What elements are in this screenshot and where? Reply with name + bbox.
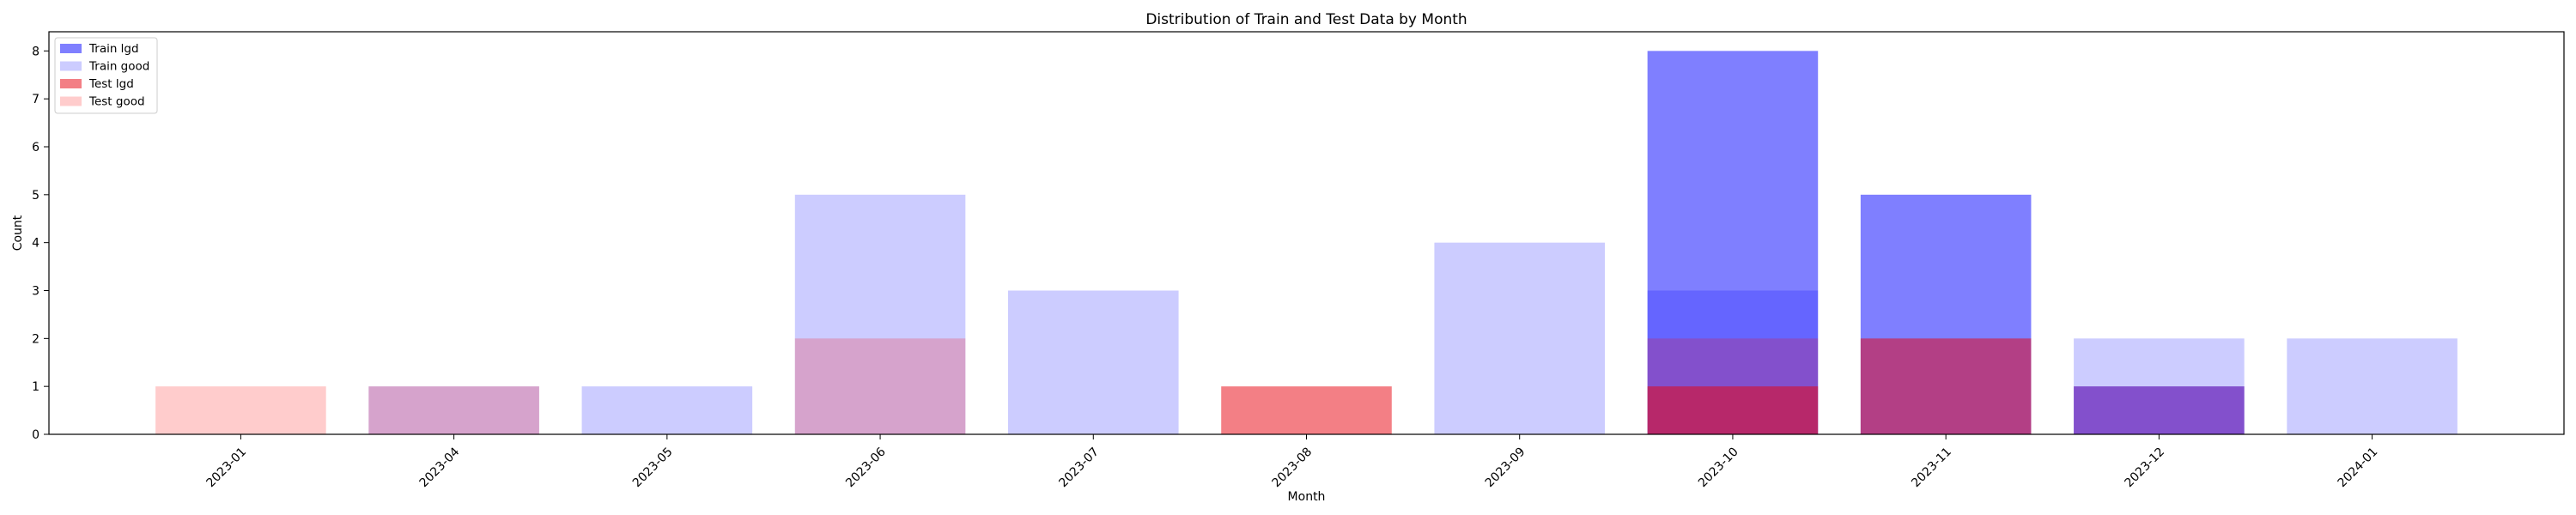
x-tick-label: 2023-07 <box>1056 445 1102 490</box>
y-tick-label: 3 <box>32 285 39 299</box>
bar-train-lgd-2023-10 <box>1647 51 1819 434</box>
x-tick-label: 2023-04 <box>417 445 463 490</box>
legend-label-test-good: Test good <box>88 95 145 109</box>
y-tick-label: 7 <box>32 93 39 106</box>
bar-train-good-2023-04 <box>368 386 539 434</box>
series-train-good <box>368 194 2458 434</box>
bar-test-good-2023-06 <box>794 338 966 434</box>
y-tick-label: 1 <box>32 380 39 394</box>
chart-title: Distribution of Train and Test Data by M… <box>1145 11 1467 28</box>
legend-swatch-train-lgd <box>60 44 82 53</box>
bar-train-lgd-2023-12 <box>2074 386 2245 434</box>
x-tick-label: 2023-09 <box>1483 445 1528 490</box>
x-tick-label: 2023-11 <box>1909 445 1954 490</box>
bar-train-good-2023-05 <box>581 386 753 434</box>
y-tick-label: 5 <box>32 189 39 203</box>
legend-label-test-lgd: Test lgd <box>88 77 134 91</box>
bar-test-good-2023-12 <box>2074 386 2245 434</box>
legend-label-train-lgd: Train lgd <box>88 42 139 56</box>
legend-box <box>54 37 158 114</box>
x-tick-label: 2023-08 <box>1270 445 1315 490</box>
bar-train-good-2023-07 <box>1007 290 1179 434</box>
x-tick-label: 2024-01 <box>2336 445 2381 490</box>
x-axis-title: Month <box>1288 490 1326 504</box>
bar-test-lgd-2023-08 <box>1221 386 1392 434</box>
legend: Train lgd Train good Test lgd Test good <box>54 37 158 114</box>
x-tick-label: 2023-06 <box>843 445 889 490</box>
bar-train-good-2023-06 <box>794 194 966 434</box>
x-tick-label: 2023-12 <box>2122 445 2167 490</box>
bar-test-lgd-2023-10 <box>1647 386 1819 434</box>
x-tick-label: 2023-01 <box>204 445 249 490</box>
x-tick-label: 2023-10 <box>1696 445 1741 490</box>
legend-label-train-good: Train good <box>88 60 149 74</box>
y-tick-label: 4 <box>32 237 39 251</box>
bar-train-good-2023-09 <box>1434 242 1606 434</box>
legend-swatch-test-good <box>60 96 82 106</box>
y-tick-label: 0 <box>32 428 39 442</box>
bar-train-good-2024-01 <box>2287 338 2458 434</box>
legend-swatch-train-good <box>60 61 82 71</box>
y-tick-label: 2 <box>32 332 39 346</box>
x-tick-label: 2023-05 <box>630 445 676 490</box>
y-axis-title: Count <box>11 215 25 251</box>
series-train-lgd <box>1647 51 2245 434</box>
series-test-good <box>155 338 2245 434</box>
bars-layer <box>155 51 2458 434</box>
bar-train-good-2023-12 <box>2074 338 2245 434</box>
bar-test-lgd-2023-11 <box>1860 338 2032 434</box>
legend-swatch-test-lgd <box>60 79 82 88</box>
series-test-lgd <box>1221 338 2032 434</box>
x-axis: 2023-01 2023-04 2023-05 2023-06 2023-07 2023-… <box>204 434 2380 490</box>
bar-test-good-2023-01 <box>155 386 326 434</box>
bar-test-good-2023-10 <box>1647 338 1819 434</box>
bar-test-good-2023-04 <box>368 386 539 434</box>
y-tick-label: 8 <box>32 45 39 58</box>
y-tick-label: 6 <box>32 141 39 154</box>
y-axis: 0 1 2 3 4 5 6 7 8 <box>32 45 49 442</box>
